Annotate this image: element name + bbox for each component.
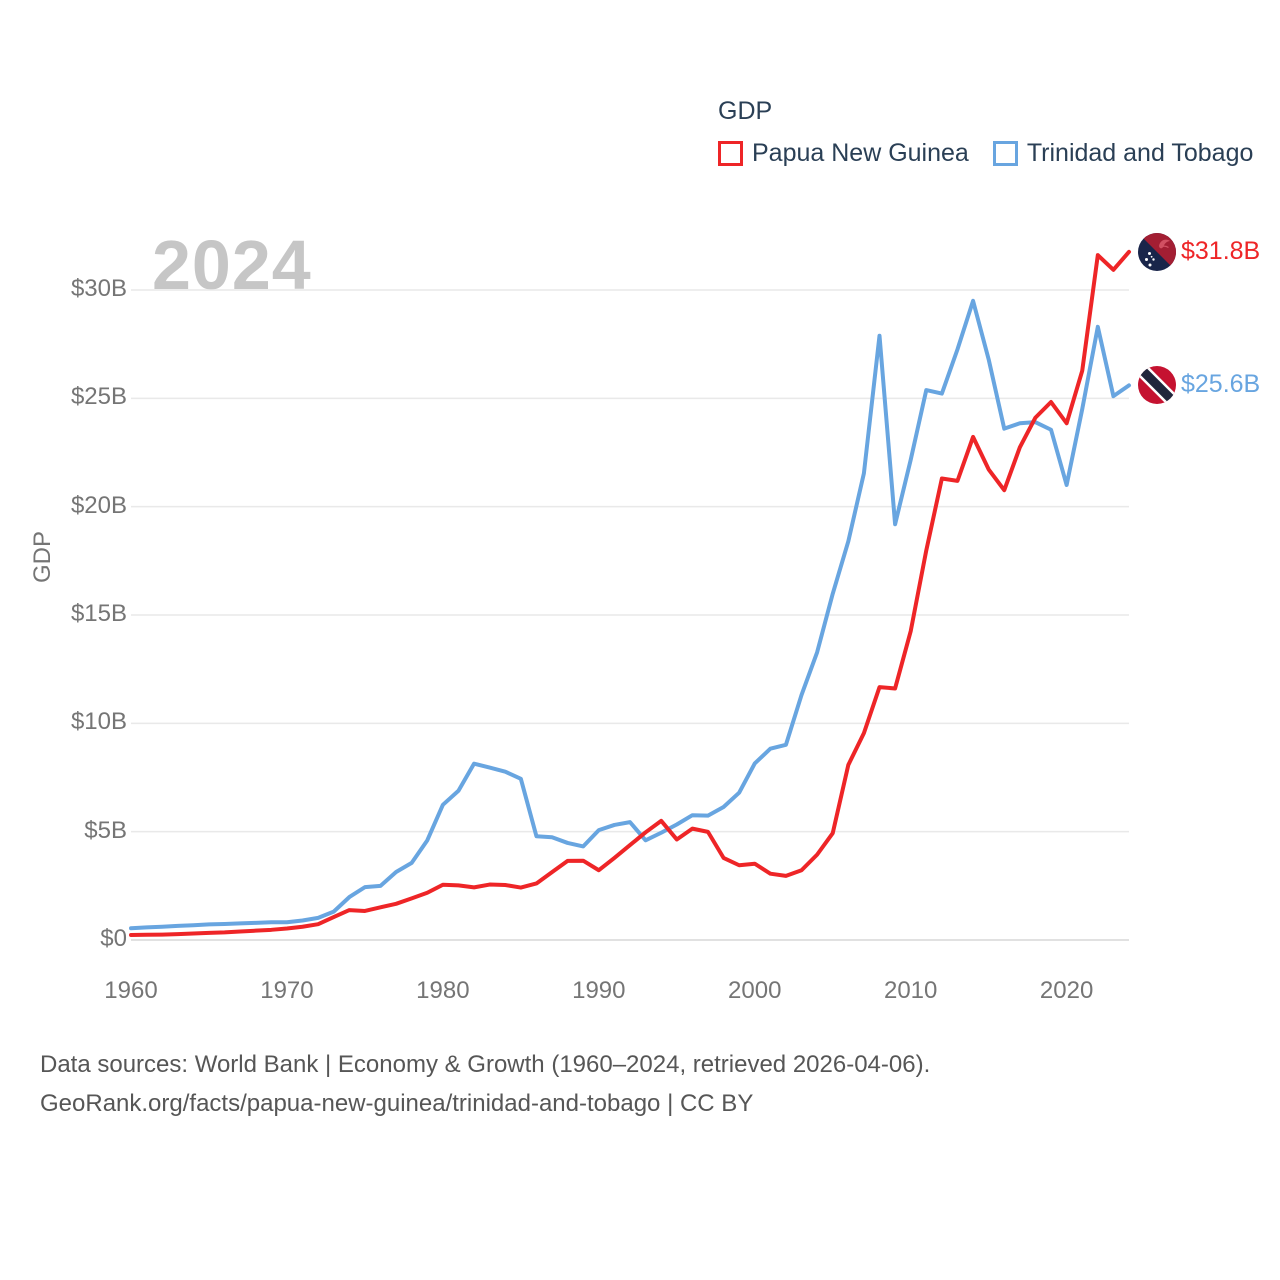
x-tick-label-1980: 1980 bbox=[416, 977, 470, 1004]
legend-item-label: Trinidad and Tobago bbox=[1026, 139, 1254, 167]
y-tick-label-30: $30B bbox=[70, 275, 127, 302]
footer: Data sources: World Bank | Economy & Gro… bbox=[40, 1045, 930, 1123]
trinidad-and-tobago-swatch bbox=[992, 141, 1018, 166]
footer-attribution-line: GeoRank.org/facts/papua-new-guinea/trini… bbox=[40, 1090, 754, 1117]
y-tick-label-10: $10B bbox=[70, 708, 127, 736]
legend-item-label: Papua New Guinea bbox=[752, 139, 969, 167]
legend-item-papua-new-guinea[interactable]: Papua New Guinea bbox=[718, 139, 969, 168]
y-tick-label-20: $20B bbox=[70, 491, 127, 519]
legend-items: Papua New Guinea Trinidad and Tobago bbox=[718, 139, 1253, 168]
trinidad-and-tobago-flag-icon bbox=[1138, 366, 1176, 405]
chart-legend: GDP Papua New Guinea Trinidad and Tobago bbox=[718, 96, 1253, 168]
x-tick-label-2010: 2010 bbox=[883, 977, 938, 1004]
papua-new-guinea-flag-icon bbox=[1138, 232, 1176, 271]
legend-item-trinidad-and-tobago[interactable]: Trinidad and Tobago bbox=[992, 139, 1254, 168]
papua-new-guinea-swatch bbox=[718, 141, 743, 166]
y-tick-label-5: $5B bbox=[84, 816, 127, 844]
footer-source-line: Data sources: World Bank | Economy & Gro… bbox=[40, 1051, 931, 1078]
x-tick-label-2000: 2000 bbox=[728, 977, 782, 1004]
x-tick-label-2020: 2020 bbox=[1039, 977, 1094, 1004]
x-tick-label-1960: 1960 bbox=[104, 977, 158, 1004]
series-line-papua-new-guinea[interactable] bbox=[129, 249, 1131, 938]
legend-title: GDP bbox=[718, 97, 773, 125]
y-tick-label-0: $0 bbox=[100, 925, 127, 952]
series-line-trinidad-and-tobago[interactable] bbox=[129, 298, 1131, 931]
x-tick-label-1970: 1970 bbox=[260, 977, 314, 1004]
end-value-label-trinidad-and-tobago: $25.6B bbox=[1181, 370, 1261, 399]
y-tick-label-25: $25B bbox=[70, 383, 127, 411]
year-watermark: 2024 bbox=[152, 226, 312, 304]
y-axis-title: GDP bbox=[29, 531, 56, 584]
x-tick-label-1990: 1990 bbox=[572, 977, 626, 1004]
end-value-label-papua-new-guinea: $31.8B bbox=[1181, 236, 1261, 265]
y-tick-label-15: $15B bbox=[70, 600, 127, 627]
